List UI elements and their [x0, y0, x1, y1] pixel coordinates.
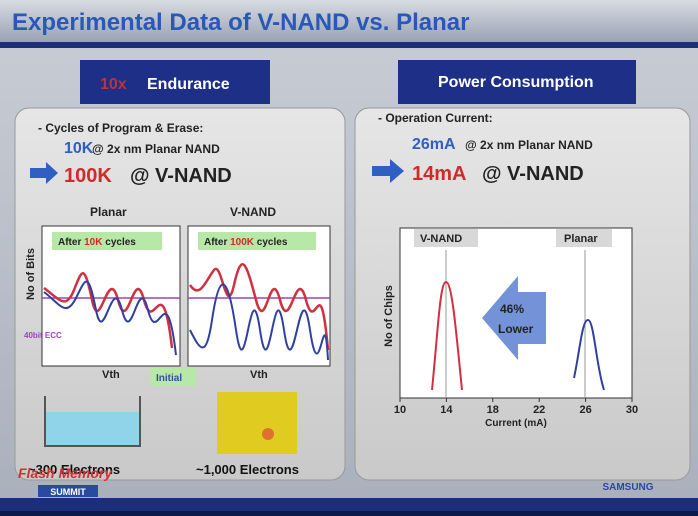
- label-box: [556, 229, 612, 247]
- label-box: [414, 229, 478, 247]
- heading: - Operation Current:: [378, 111, 493, 125]
- note-part: After: [58, 237, 84, 248]
- x-label: Vth: [250, 369, 268, 381]
- reduction-arrow: [482, 276, 546, 360]
- value: 10K: [64, 140, 94, 157]
- chart-title: Planar: [90, 205, 127, 219]
- badge-prefix: 10x: [100, 76, 127, 93]
- note-part: 10K: [84, 237, 103, 248]
- series-label: V-NAND: [420, 233, 462, 245]
- event-logo: SUMMIT: [50, 487, 86, 497]
- value: 100K: [64, 165, 112, 187]
- water: [46, 412, 139, 445]
- note-box: [150, 368, 196, 386]
- arrow-text: Lower: [498, 322, 534, 336]
- title-band: [0, 0, 698, 42]
- y-label: No of Chips: [383, 285, 395, 347]
- curve: [189, 283, 329, 361]
- brand: SAMSUNG: [602, 482, 653, 493]
- heading: - Cycles of Program & Erase:: [38, 121, 203, 135]
- dot: [262, 428, 274, 440]
- note-part: After: [204, 237, 230, 248]
- event-logo: Flash Memory: [18, 465, 113, 481]
- arrow: [372, 159, 404, 183]
- text: @ 2x nm Planar NAND: [92, 142, 220, 156]
- y-label: No of Bits: [25, 248, 37, 300]
- curve: [43, 272, 174, 349]
- initial-label: Initial: [156, 373, 182, 384]
- x-tick-label: 26: [579, 404, 591, 416]
- text: @ V-NAND: [482, 163, 584, 185]
- curve: [43, 280, 177, 356]
- vessel: [44, 396, 141, 447]
- value: 14mA: [412, 163, 466, 185]
- badge-text: Power Consumption: [438, 74, 594, 91]
- note-part: cycles: [102, 237, 136, 248]
- x-tick-label: 10: [394, 404, 406, 416]
- note: After 10K cycles: [58, 237, 136, 248]
- badge-text: Endurance: [147, 76, 230, 93]
- arrow-value: 46%: [500, 302, 524, 316]
- x-tick-label: 30: [626, 404, 638, 416]
- note-box: [52, 232, 162, 250]
- x-tick-label: 22: [533, 404, 545, 416]
- chart-title: V-NAND: [230, 205, 276, 219]
- text: @ V-NAND: [130, 165, 232, 187]
- caption: ~300 Electrons: [28, 462, 120, 477]
- x-tick-label: 14: [440, 404, 453, 416]
- note-box: [198, 232, 316, 250]
- title-rule: [0, 42, 698, 48]
- right-badge: [398, 60, 636, 104]
- ecc-label: 40bit ECC: [24, 331, 62, 340]
- x-tick-label: 18: [487, 404, 499, 416]
- curve: [431, 280, 463, 391]
- arrow: [30, 162, 58, 184]
- x-label: Vth: [102, 369, 120, 381]
- curve: [188, 262, 330, 351]
- block: [217, 392, 297, 454]
- caption: ~1,000 Electrons: [196, 462, 299, 477]
- series-label: Planar: [564, 233, 598, 245]
- x-axis: 10 14 18 22 26 30: [394, 398, 638, 416]
- curve: [573, 318, 605, 391]
- event-badge: [38, 485, 98, 497]
- note-part: cycles: [254, 237, 288, 248]
- x-label: Current (mA): [485, 418, 547, 429]
- footer-band: [0, 498, 698, 511]
- left-badge: [80, 60, 270, 104]
- note: After 100K cycles: [204, 237, 288, 248]
- note-part: 100K: [230, 237, 255, 248]
- title: Experimental Data of V-NAND vs. Planar: [12, 9, 469, 36]
- text: @ 2x nm Planar NAND: [465, 138, 593, 152]
- value: 26mA: [412, 136, 456, 153]
